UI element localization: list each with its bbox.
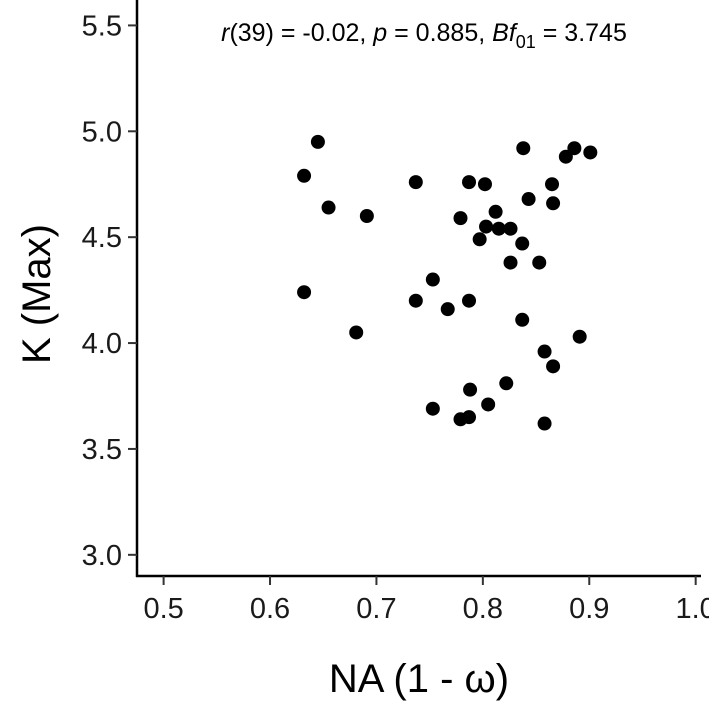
- data-point: [545, 177, 560, 192]
- data-point: [491, 221, 506, 236]
- x-tick-label: 0.6: [250, 593, 290, 625]
- data-point: [453, 211, 468, 226]
- x-tick-label: 0.9: [569, 593, 609, 625]
- x-tick-label: 0.5: [143, 593, 183, 625]
- y-tick-label: 4.0: [82, 328, 122, 360]
- data-point: [537, 416, 552, 431]
- y-tick-label: 4.5: [82, 222, 122, 254]
- data-point: [462, 410, 477, 425]
- data-point: [440, 302, 455, 317]
- data-point: [546, 359, 561, 374]
- data-point: [488, 204, 503, 219]
- data-point: [425, 272, 440, 287]
- data-point: [546, 196, 561, 211]
- x-axis-title: NA (1 - ω): [329, 657, 509, 701]
- data-point: [521, 192, 536, 207]
- x-tick-label: 1.0: [676, 593, 709, 625]
- data-point: [359, 209, 374, 223]
- axes: 0.5 0.6 0.7 0.8 0.9 1.0 3.0 3.5 4.0 4.5 5.0 5.5: [82, 0, 709, 625]
- data-point: [503, 255, 518, 270]
- data-point: [503, 221, 518, 236]
- y-tick-label: 3.5: [82, 434, 122, 466]
- y-tick-label: 5.0: [82, 116, 122, 148]
- data-point: [499, 376, 514, 391]
- data-point: [583, 145, 598, 160]
- data-point: [477, 177, 492, 192]
- data-point: [532, 255, 547, 270]
- data-point: [462, 293, 477, 308]
- data-point: [408, 175, 423, 190]
- x-tick-label: 0.7: [356, 593, 396, 625]
- data-point: [537, 344, 552, 359]
- data-point: [558, 149, 573, 164]
- data-point: [515, 236, 530, 251]
- data-point: [463, 382, 478, 397]
- data-point: [516, 141, 531, 156]
- data-point: [349, 325, 364, 340]
- data-points: [297, 134, 598, 431]
- data-point: [425, 401, 440, 416]
- y-tick-label: 5.5: [82, 10, 122, 42]
- stats-annotation: r(39) = -0.02, p = 0.885, Bf01 = 3.745: [221, 19, 627, 52]
- data-point: [297, 285, 312, 300]
- data-point: [567, 141, 582, 156]
- data-point: [479, 219, 494, 234]
- data-point: [481, 397, 496, 412]
- data-point: [408, 293, 423, 308]
- data-point: [462, 175, 477, 190]
- data-point: [572, 329, 587, 344]
- y-axis-title: K (Max): [15, 224, 59, 364]
- data-point: [297, 168, 312, 183]
- data-point: [515, 312, 530, 327]
- y-tick-label: 3.0: [82, 540, 122, 572]
- data-point: [321, 200, 336, 215]
- x-tick-label: 0.8: [463, 593, 503, 625]
- data-point: [472, 232, 487, 247]
- data-point: [310, 134, 325, 149]
